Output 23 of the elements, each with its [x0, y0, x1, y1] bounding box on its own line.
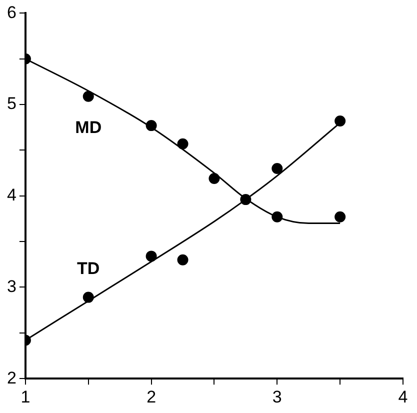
x-tick-label: 4 — [398, 387, 408, 406]
y-tick-label: 6 — [6, 2, 16, 22]
point — [272, 162, 283, 174]
point — [272, 211, 283, 222]
point — [146, 120, 157, 132]
point — [208, 173, 220, 184]
point — [146, 250, 157, 262]
x-tick-label: 1 — [20, 387, 30, 406]
point — [82, 90, 94, 102]
y-tick-label: 5 — [6, 94, 16, 114]
x-tick-label: 2 — [146, 387, 156, 406]
point — [177, 254, 188, 266]
point — [334, 211, 346, 222]
x-tick-label: 3 — [272, 387, 282, 406]
point — [334, 115, 346, 126]
series-label: MD — [75, 118, 102, 138]
point — [240, 194, 252, 206]
point — [177, 138, 188, 150]
y-tick-label: 2 — [6, 368, 16, 388]
point — [82, 292, 94, 303]
series-label: TD — [77, 258, 100, 278]
y-tick-label: 4 — [6, 186, 16, 205]
y-tick-label: 3 — [6, 276, 16, 296]
